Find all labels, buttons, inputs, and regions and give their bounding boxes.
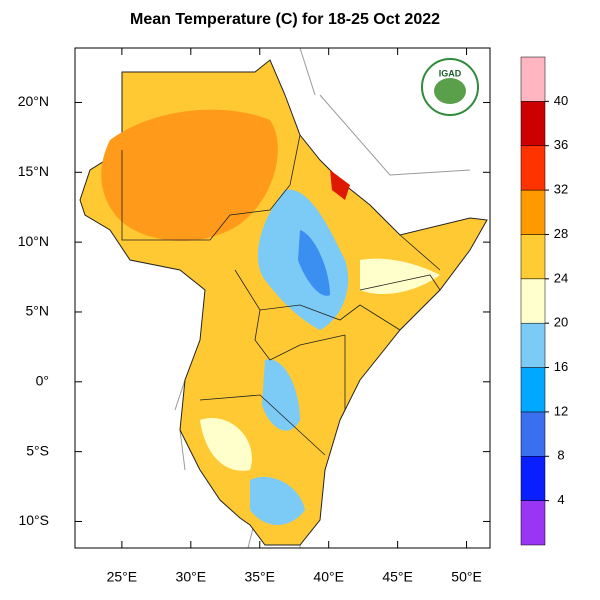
logo: IGAD	[421, 58, 479, 116]
colorbar-bin	[520, 322, 546, 368]
rift-cool	[262, 359, 300, 431]
colorbar-label: 4	[557, 492, 564, 507]
highland-cold	[298, 230, 330, 296]
colorbar-bin	[520, 500, 546, 546]
y-tick-label: 10°N	[18, 233, 49, 249]
colorbar-label: 28	[554, 226, 568, 241]
colorbar-bin	[520, 101, 546, 146]
y-tick-label: 10°S	[18, 512, 49, 528]
colorbar-bin	[520, 367, 546, 413]
warm-zone	[101, 109, 278, 241]
colorbar-label: 12	[554, 403, 568, 418]
x-tick-label: 50°E	[451, 569, 482, 585]
colorbar-bin	[520, 278, 546, 324]
x-tick-label: 35°E	[244, 569, 275, 585]
colorbar-label: 20	[554, 315, 568, 330]
colorbar-label: 8	[557, 448, 564, 463]
hot-zone	[330, 170, 350, 200]
y-tick-label: 15°N	[18, 163, 49, 179]
colorbar: 4 8 12 16 20 24 28 32 36 40	[520, 56, 568, 546]
y-tick-label: 20°N	[18, 93, 49, 109]
logo-emblem	[434, 78, 466, 104]
y-tick-label: 0°	[36, 373, 49, 389]
y-tick-label: 5°N	[26, 303, 50, 319]
south-cool	[250, 476, 305, 525]
colorbar-bin	[520, 456, 546, 501]
map-area: IGAD	[74, 47, 491, 549]
colorbar-label: 16	[554, 359, 568, 374]
colorbar-bin	[520, 411, 546, 457]
x-tick-label: 40°E	[313, 569, 344, 585]
country-borders	[121, 134, 441, 456]
colorbar-label: 32	[554, 182, 568, 197]
colorbar-bin	[520, 234, 546, 280]
map-title: Mean Temperature (C) for 18-25 Oct 2022	[130, 11, 440, 28]
colorbar-bin	[520, 56, 546, 102]
colorbar-label: 24	[554, 270, 568, 285]
colorbar-bin	[520, 189, 546, 235]
colorbar-label: 40	[554, 93, 568, 108]
map-frame	[74, 47, 491, 549]
y-tick-label: 5°S	[26, 442, 49, 458]
x-tick-label: 30°E	[176, 569, 207, 585]
colorbar-bin	[520, 145, 546, 191]
mild-zone	[200, 258, 440, 471]
logo-text: IGAD	[439, 68, 462, 78]
x-tick-label: 25°E	[107, 569, 138, 585]
colorbar-label: 36	[554, 137, 568, 152]
axes: 25°E 30°E 35°E 40°E 45°E 50°E 20°N 15°N 10°N 5°N 0…	[18, 48, 490, 585]
x-tick-label: 45°E	[382, 569, 413, 585]
